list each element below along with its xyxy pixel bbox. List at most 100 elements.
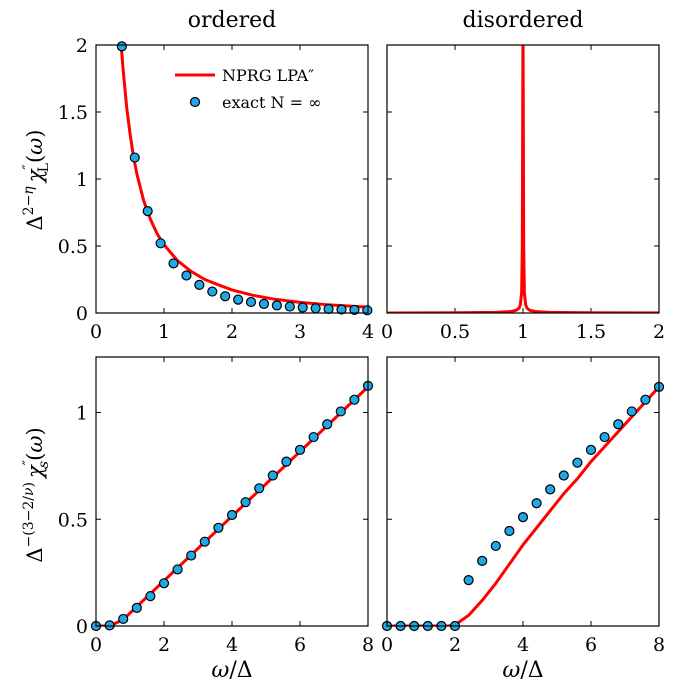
svg-text:Δ−(3−2/ν)χ″s(ω): Δ−(3−2/ν)χ″s(ω) [21,427,52,562]
series-line [387,385,659,626]
data-point [116,41,127,52]
axes-frame [95,44,369,314]
panel-bottom-left: 0 2 4 6 8 0 0.5 1 [58,356,374,656]
x-tick-label: 0 [381,321,393,343]
x-tick-label: 0.5 [440,321,470,343]
legend-marker-swatch [189,96,201,108]
plot-area [387,45,659,313]
data-point [572,457,583,468]
legend-label-curve: NPRG LPA″ [222,66,314,85]
x-label-right: ω/Δ [502,658,543,683]
axes-frame [386,44,660,314]
data-point [294,444,306,455]
legend: NPRG LPA″ exact N = ∞ [175,66,321,112]
data-point [145,591,156,602]
data-point [240,497,251,508]
x-tick-label: 4 [362,321,374,343]
y-tick-label: 0.5 [58,509,88,531]
data-point [585,444,597,455]
x-tick-label: 6 [294,634,306,656]
data-point [220,291,231,302]
data-point [186,550,197,561]
x-tick-label: 1 [158,321,170,343]
x-tick-label: 1.5 [576,321,606,343]
x-tick-label: 4 [517,634,529,656]
data-point [336,304,347,315]
data-point [181,270,192,281]
x-tick-label: 2 [158,634,170,656]
x-label-left: ω/Δ [211,658,252,683]
column-title-ordered: ordered [188,8,276,33]
data-point [158,578,170,589]
x-tick-label: 0 [90,634,102,656]
data-point [322,419,333,430]
data-point [199,536,210,547]
y-tick-label: 1.5 [58,102,88,124]
panel-top-right: 0 0.5 1 1.5 2 [381,44,665,343]
panel-top-left: 0 1 2 3 4 0 0.5 1 1.5 2 [58,35,374,343]
data-point [349,394,360,405]
data-point [233,294,244,305]
data-point [104,620,115,631]
panel-bottom-right: 0 2 4 6 8 [381,356,665,656]
data-point [477,555,488,566]
y-tick-label: 1 [76,403,88,425]
x-tick-label: 4 [226,634,238,656]
data-point [245,296,257,308]
data-point [118,613,129,625]
series-line [387,45,659,313]
data-point [213,522,224,533]
data-point [626,406,637,417]
x-tick-label: 8 [362,634,374,656]
x-tick-label: 8 [653,634,665,656]
y-tick-label: 2 [76,35,88,57]
x-tick-label: 2 [449,634,461,656]
data-point [284,301,295,312]
x-tick-label: 6 [585,634,597,656]
y-label-top: Δ2−ηχ″L(ω) [21,130,52,231]
data-point [640,394,651,405]
x-tick-label: 0 [90,321,102,343]
data-point [155,238,166,249]
y-tick-label: 0 [76,616,88,638]
x-tick-label: 1 [517,321,529,343]
data-point [258,298,270,309]
data-point [129,152,140,163]
data-point [142,206,153,217]
x-tick-label: 2 [653,321,665,343]
data-point [490,540,501,552]
data-point [504,525,515,537]
x-tick-label: 2 [226,321,238,343]
data-point [194,279,205,290]
x-tick-label: 0 [381,634,393,656]
axes-frame [386,356,660,627]
data-point [297,302,308,313]
legend-label-markers: exact N = ∞ [222,93,321,112]
plot-area [387,385,659,626]
data-point [226,509,238,521]
data-point [531,498,542,509]
data-point [281,456,292,467]
x-tick-label: 3 [294,321,306,343]
data-point [254,483,265,494]
y-label-bottom: Δ−(3−2/ν)χ″s(ω) [21,427,52,562]
data-point [335,406,346,417]
column-title-disordered: disordered [463,8,584,33]
data-point [271,300,282,311]
y-tick-label: 0.5 [58,236,88,258]
data-point [517,512,529,523]
axes-frame [95,356,369,627]
data-point [463,574,474,586]
data-point [613,419,624,430]
data-point [207,286,218,297]
data-point [168,258,179,269]
y-tick-label: 1 [76,169,88,191]
y-tick-label: 0 [76,303,88,325]
data-point [349,304,360,316]
svg-text:Δ2−ηχ″L(ω): Δ2−ηχ″L(ω) [21,130,52,231]
data-point [172,564,183,575]
data-point [310,303,321,314]
data-point [545,484,556,495]
data-point [558,470,569,481]
